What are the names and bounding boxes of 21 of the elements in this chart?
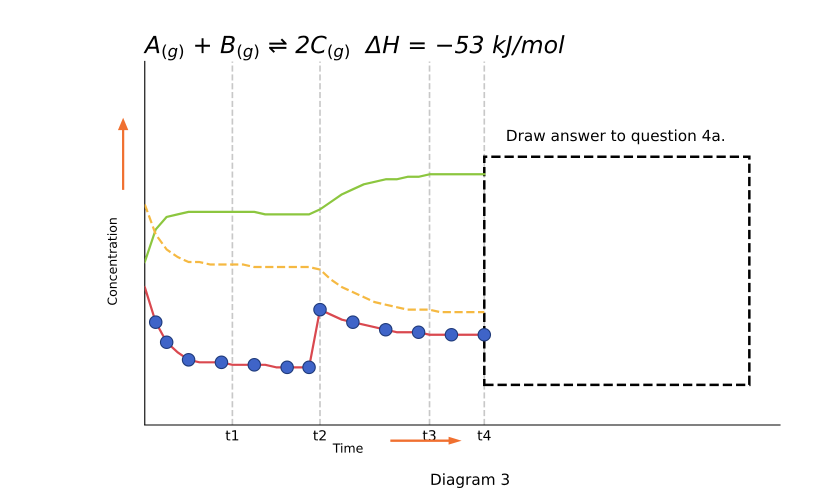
point [412,325,426,339]
point [148,315,162,329]
point [248,358,262,372]
point [478,328,492,342]
y-axis-title: Concentration [107,218,117,305]
point [313,302,327,316]
x-axis-title: Time [332,443,363,453]
text: Diagram 3 [431,473,509,488]
x-tick-label: t4 [478,430,491,440]
point [160,335,174,350]
text: Draw answer to question 4a. [507,129,724,144]
point [346,315,360,329]
chart-title: A$_{(g)}$ + B$_{(g)}$ ⇌ 2C$_{(g)}$ ΔH = −53 kJ/mol [144,35,565,60]
point [280,360,294,374]
point [378,322,392,336]
point [444,328,458,342]
point [182,353,196,367]
point [302,360,316,374]
point [214,356,228,370]
x-tick-label: t1 [226,430,238,440]
x-tick-label: t2 [313,430,326,440]
